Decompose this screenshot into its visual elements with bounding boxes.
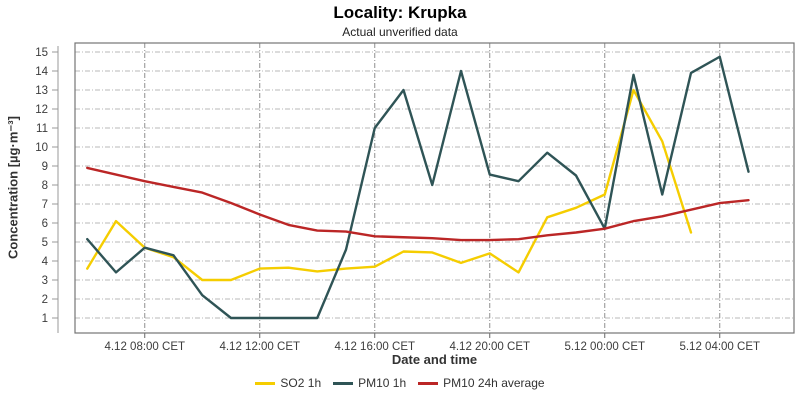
pm10-avg-line-swatch-icon	[418, 381, 439, 385]
svg-text:14: 14	[35, 66, 48, 78]
svg-text:8: 8	[42, 180, 48, 192]
svg-text:6: 6	[42, 218, 48, 230]
legend-item-so2-1h: SO2 1h	[255, 376, 321, 390]
svg-text:4.12 20:00 CET: 4.12 20:00 CET	[449, 341, 530, 353]
y-axis-title: Concentration [µg·m⁻³]	[5, 116, 21, 260]
legend-label-pm10-1h: PM10 1h	[358, 376, 407, 390]
svg-text:9: 9	[42, 161, 48, 173]
svg-text:10: 10	[35, 142, 48, 154]
svg-text:12: 12	[35, 104, 48, 116]
legend-label-pm10-24h-average: PM10 24h average	[443, 376, 545, 390]
x-axis-title: Date and time	[391, 352, 478, 367]
svg-text:13: 13	[35, 85, 48, 97]
svg-text:4.12 12:00 CET: 4.12 12:00 CET	[219, 341, 300, 353]
svg-text:7: 7	[42, 199, 48, 211]
chart-title: Locality: Krupka	[333, 3, 467, 22]
legend: SO2 1h PM10 1h PM10 24h average	[0, 376, 800, 390]
svg-text:11: 11	[36, 123, 48, 135]
svg-text:5: 5	[42, 237, 48, 249]
chart-subtitle: Actual unverified data	[342, 25, 458, 39]
pm10-line-swatch-icon	[333, 381, 354, 385]
svg-text:4.12 16:00 CET: 4.12 16:00 CET	[334, 341, 415, 353]
legend-item-pm10-1h: PM10 1h	[333, 376, 406, 390]
svg-text:1: 1	[42, 313, 48, 325]
legend-label-so2-1h: SO2 1h	[280, 376, 322, 390]
svg-text:2: 2	[42, 294, 48, 306]
legend-item-pm10-24h-average: PM10 24h average	[418, 376, 545, 390]
svg-text:4: 4	[42, 256, 49, 268]
so2-line-swatch-icon	[255, 381, 276, 385]
svg-text:15: 15	[35, 47, 48, 59]
svg-text:4.12 08:00 CET: 4.12 08:00 CET	[104, 341, 185, 353]
svg-text:5.12 04:00 CET: 5.12 04:00 CET	[679, 341, 760, 353]
svg-text:3: 3	[42, 275, 48, 287]
svg-text:5.12 00:00 CET: 5.12 00:00 CET	[564, 341, 645, 353]
